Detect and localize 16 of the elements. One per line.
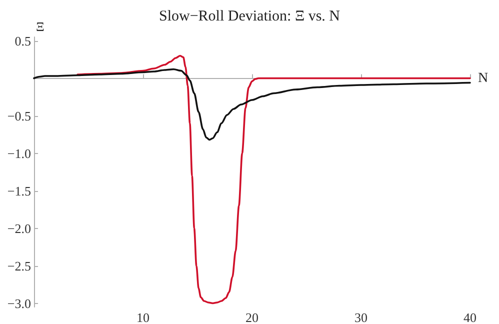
y-tick-label: −3.0 — [7, 296, 31, 311]
x-tick-label: 10 — [136, 310, 150, 324]
y-tick-label: −1.0 — [7, 146, 31, 161]
line-series — [33, 68, 471, 141]
y-tick-label: −0.5 — [7, 108, 31, 124]
chart-title: Slow−Roll Deviation: Ξ vs. N — [158, 8, 340, 24]
y-axis-title: Ξ — [36, 19, 44, 34]
y-tick-label: −2.0 — [7, 220, 31, 236]
line-series — [76, 54, 471, 304]
x-tick-label: 40 — [464, 310, 476, 324]
x-tick-label: 30 — [354, 310, 368, 324]
x-axis-title: N — [478, 70, 488, 86]
y-tick-label: 0.5 — [14, 33, 31, 48]
y-tick-label: −2.5 — [7, 258, 31, 274]
y-tick-label: −1.5 — [7, 183, 31, 198]
x-tick-label: 20 — [246, 310, 258, 324]
